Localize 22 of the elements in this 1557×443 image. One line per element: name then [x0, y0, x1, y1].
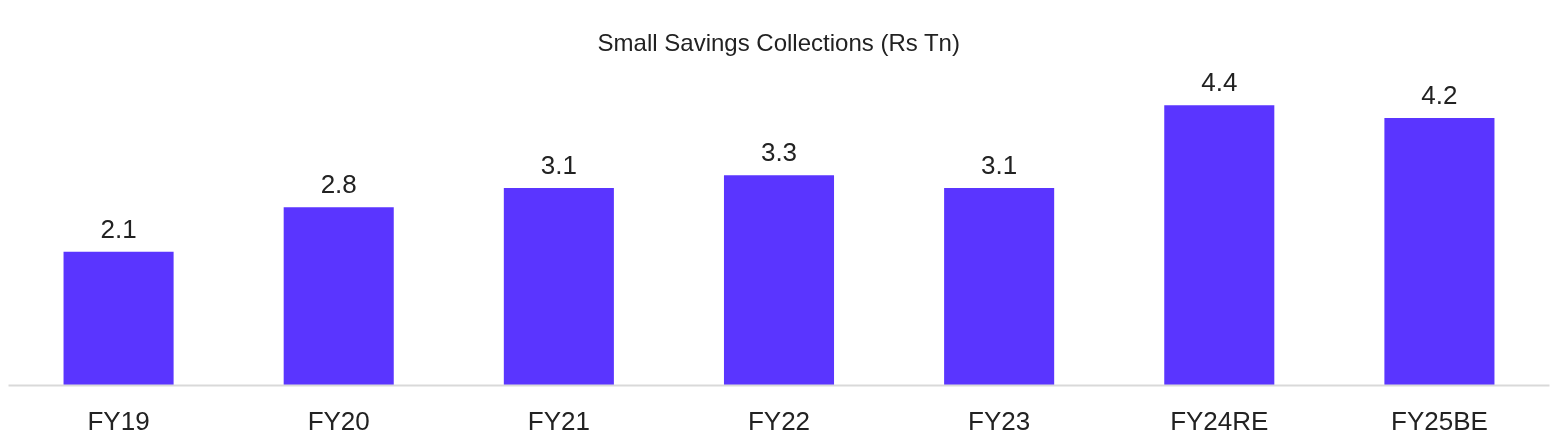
- data-label: 3.3: [760, 137, 798, 168]
- bar: [1164, 105, 1275, 386]
- data-label: 4.4: [1201, 67, 1238, 98]
- chart-title: Small Savings Collections (Rs Tn): [597, 28, 960, 56]
- x-tick-label: FY25BE: [1391, 405, 1488, 436]
- data-label: 2.8: [320, 169, 357, 200]
- x-tick-label: FY21: [527, 405, 590, 436]
- bar: [283, 207, 394, 386]
- x-tick-label: FY22: [747, 405, 811, 436]
- data-label: 4.2: [1421, 80, 1458, 111]
- x-tick-label: FY20: [307, 405, 370, 436]
- x-tick-label: FY19: [87, 405, 150, 436]
- bar: [503, 188, 614, 386]
- bar: [1384, 118, 1495, 386]
- x-tick-label: FY24RE: [1170, 405, 1269, 436]
- data-label: 2.1: [100, 213, 137, 244]
- bar: [944, 188, 1055, 386]
- data-label: 3.1: [981, 150, 1018, 181]
- bar: [63, 251, 174, 386]
- data-label: 3.1: [540, 150, 577, 181]
- x-tick-label: FY23: [968, 405, 1031, 436]
- bar: [723, 175, 835, 386]
